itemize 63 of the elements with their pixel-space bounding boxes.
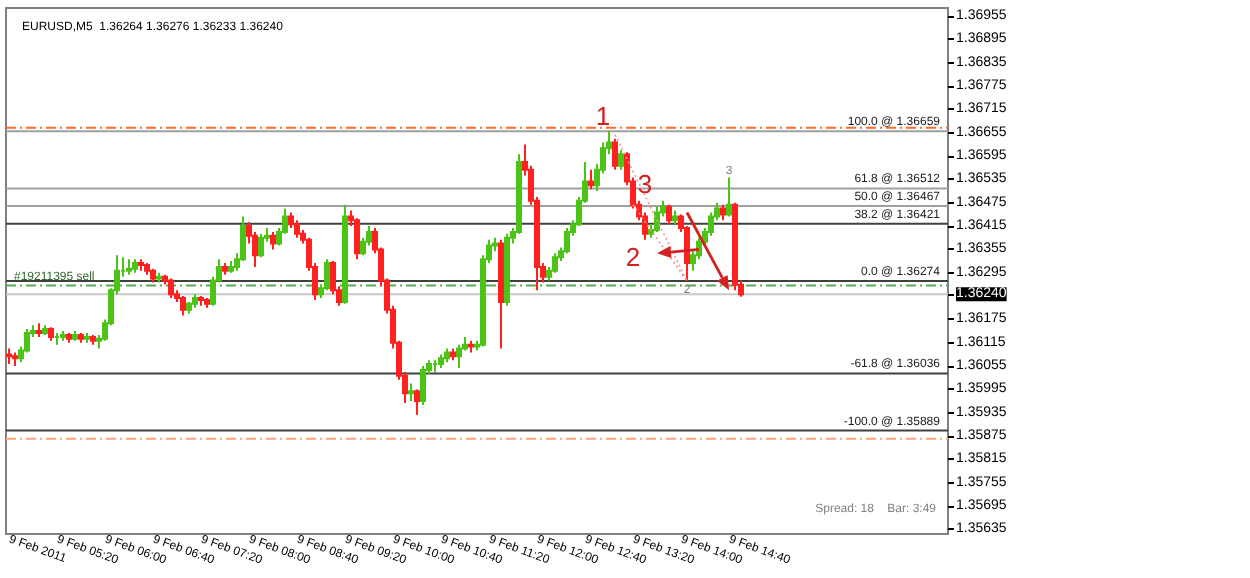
candlestick <box>180 295 186 317</box>
candlestick <box>726 176 732 218</box>
candlestick <box>564 227 570 255</box>
candlestick <box>672 209 678 226</box>
candlestick <box>456 343 462 369</box>
candlestick <box>366 225 372 247</box>
candlestick <box>504 232 510 307</box>
candlestick <box>132 258 138 274</box>
candlestick <box>720 203 726 222</box>
candlestick <box>732 201 738 292</box>
candlestick <box>168 277 174 300</box>
candlestick <box>342 203 348 305</box>
candlestick <box>408 382 414 403</box>
annotation: 2 <box>625 241 641 272</box>
candlestick <box>66 332 72 344</box>
candlestick <box>666 203 672 226</box>
candlestick <box>468 339 474 354</box>
candlestick <box>354 217 360 261</box>
candlestick <box>324 258 330 292</box>
candlestick <box>42 324 48 336</box>
candlestick <box>222 262 228 276</box>
candlestick <box>186 300 192 315</box>
candlestick <box>78 332 84 344</box>
candlestick <box>150 267 156 284</box>
candlestick <box>60 330 66 342</box>
candlestick <box>126 258 132 276</box>
candlestick <box>36 322 42 338</box>
candlestick <box>552 252 558 274</box>
candlestick <box>444 347 450 364</box>
candlestick <box>156 271 162 284</box>
candlestick <box>192 293 198 309</box>
candlestick <box>48 326 54 342</box>
candlestick <box>612 137 618 171</box>
candlestick <box>294 219 300 239</box>
candlestick <box>138 258 144 272</box>
candlestick <box>288 211 294 230</box>
candlestick <box>198 295 204 307</box>
annotation: 3 <box>637 168 653 199</box>
candlestick <box>24 328 30 354</box>
candlestick <box>654 205 660 233</box>
candlestick <box>588 168 594 191</box>
candlestick <box>204 297 210 309</box>
candlestick <box>252 230 258 268</box>
candlestick <box>414 388 420 416</box>
candlestick <box>84 332 90 344</box>
candlestick <box>72 330 78 342</box>
candlestick <box>438 353 444 369</box>
candlestick <box>90 333 96 346</box>
candlestick <box>228 260 234 274</box>
candlestick <box>258 232 264 259</box>
candlestick <box>450 347 456 362</box>
candlestick <box>498 238 504 350</box>
candlestick <box>6 347 12 366</box>
candlestick <box>618 149 624 171</box>
candlestick <box>144 262 150 276</box>
candlestick <box>240 215 246 263</box>
candlestick <box>54 332 60 346</box>
candlestick <box>12 351 18 368</box>
candlestick <box>708 211 714 237</box>
candlestick <box>420 365 426 406</box>
annotation: 1 <box>595 101 611 132</box>
candlestick <box>270 230 276 251</box>
candlestick <box>432 359 438 373</box>
